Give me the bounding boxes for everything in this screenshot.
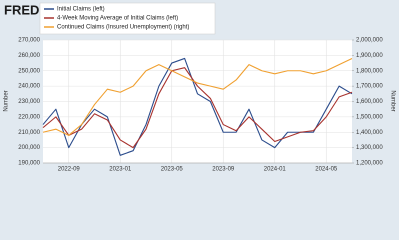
x-tick-label: 2024-05	[315, 167, 338, 171]
y2-tick-label: 1,200,000	[356, 161, 383, 167]
y-tick-label: 240,000	[18, 84, 40, 90]
y-tick-label: 190,000	[18, 161, 40, 167]
y2-tick-label: 2,000,000	[356, 38, 383, 44]
y-tick-label: 250,000	[18, 68, 40, 74]
y2-tick-label: 1,400,000	[356, 130, 383, 136]
x-tick-label: 2022-09	[58, 167, 81, 171]
page: {"chart_data": { "type": "line", "logo":…	[3, 2, 396, 171]
y2-tick-label: 1,500,000	[356, 114, 383, 120]
series-line	[42, 57, 353, 136]
logo: FRED	[4, 2, 39, 17]
x-tick-label: 2023-01	[109, 167, 132, 171]
y-tick-label: 220,000	[18, 114, 40, 120]
y-tick-label: 210,000	[18, 130, 40, 136]
y2-tick-label: 1,600,000	[356, 99, 383, 105]
series-line	[42, 67, 353, 149]
legend-label: Continued Claims (Insured Unemployment) …	[57, 25, 189, 31]
chart: FRED Number Number 190,000 200,000 210,000…	[4, 2, 396, 171]
legend-label: 4-Week Moving Average of Initial Claims …	[57, 16, 178, 22]
y2-tick-label: 1,800,000	[356, 68, 383, 74]
y2-tick-label: 1,300,000	[356, 145, 383, 151]
y2-tick-label: 1,700,000	[356, 84, 383, 90]
y-tick-label: 270,000	[18, 38, 40, 44]
y-axis-title: Number	[4, 90, 10, 111]
legend-label: Initial Claims (left)	[57, 7, 105, 13]
legend-box	[39, 2, 216, 35]
x-tick-label: 2023-09	[212, 167, 235, 171]
y-tick-label: 200,000	[18, 145, 40, 151]
y-tick-label: 230,000	[18, 99, 40, 105]
y-tick-label: 260,000	[18, 53, 40, 59]
x-tick-label: 2024-01	[264, 167, 287, 171]
y2-tick-label: 1,900,000	[356, 53, 383, 59]
y2-axis-title: Number	[389, 90, 395, 111]
x-tick-label: 2023-05	[161, 167, 184, 171]
